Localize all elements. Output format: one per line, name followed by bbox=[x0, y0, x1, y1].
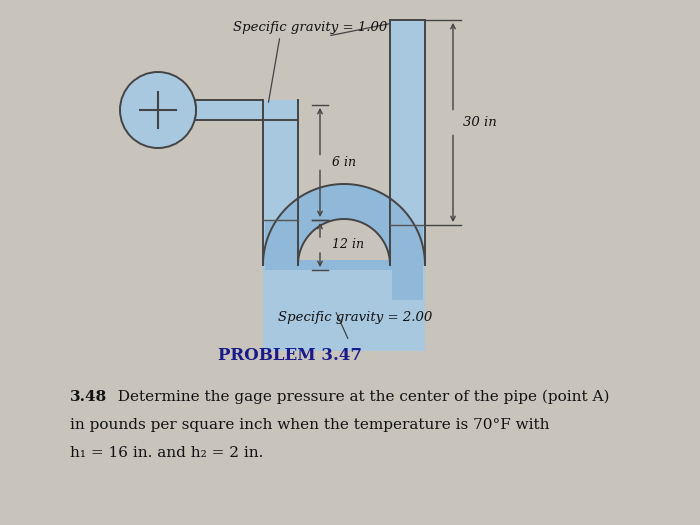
FancyBboxPatch shape bbox=[392, 225, 423, 300]
Text: 12 in: 12 in bbox=[332, 238, 364, 251]
FancyBboxPatch shape bbox=[265, 220, 296, 270]
Text: Specific gravity = 2.00: Specific gravity = 2.00 bbox=[278, 311, 432, 324]
Text: Specific gravity = 1.00: Specific gravity = 1.00 bbox=[233, 22, 387, 35]
FancyBboxPatch shape bbox=[265, 260, 423, 270]
Text: Determine the gage pressure at the center of the pipe (point A): Determine the gage pressure at the cente… bbox=[108, 390, 610, 404]
Text: 30 in: 30 in bbox=[463, 116, 497, 129]
FancyBboxPatch shape bbox=[194, 100, 197, 120]
Text: h₁ = 16 in. and h₂ = 2 in.: h₁ = 16 in. and h₂ = 2 in. bbox=[70, 446, 263, 460]
FancyBboxPatch shape bbox=[195, 100, 298, 120]
Text: 3.48: 3.48 bbox=[70, 390, 107, 404]
Polygon shape bbox=[263, 184, 425, 265]
FancyBboxPatch shape bbox=[263, 100, 298, 295]
FancyBboxPatch shape bbox=[263, 265, 425, 325]
Circle shape bbox=[120, 72, 196, 148]
Polygon shape bbox=[263, 184, 425, 265]
FancyBboxPatch shape bbox=[390, 20, 425, 325]
Text: PROBLEM 3.47: PROBLEM 3.47 bbox=[218, 346, 362, 363]
Text: in pounds per square inch when the temperature is 70°F with: in pounds per square inch when the tempe… bbox=[70, 418, 550, 432]
Text: 6 in: 6 in bbox=[332, 156, 356, 169]
FancyBboxPatch shape bbox=[263, 265, 425, 351]
